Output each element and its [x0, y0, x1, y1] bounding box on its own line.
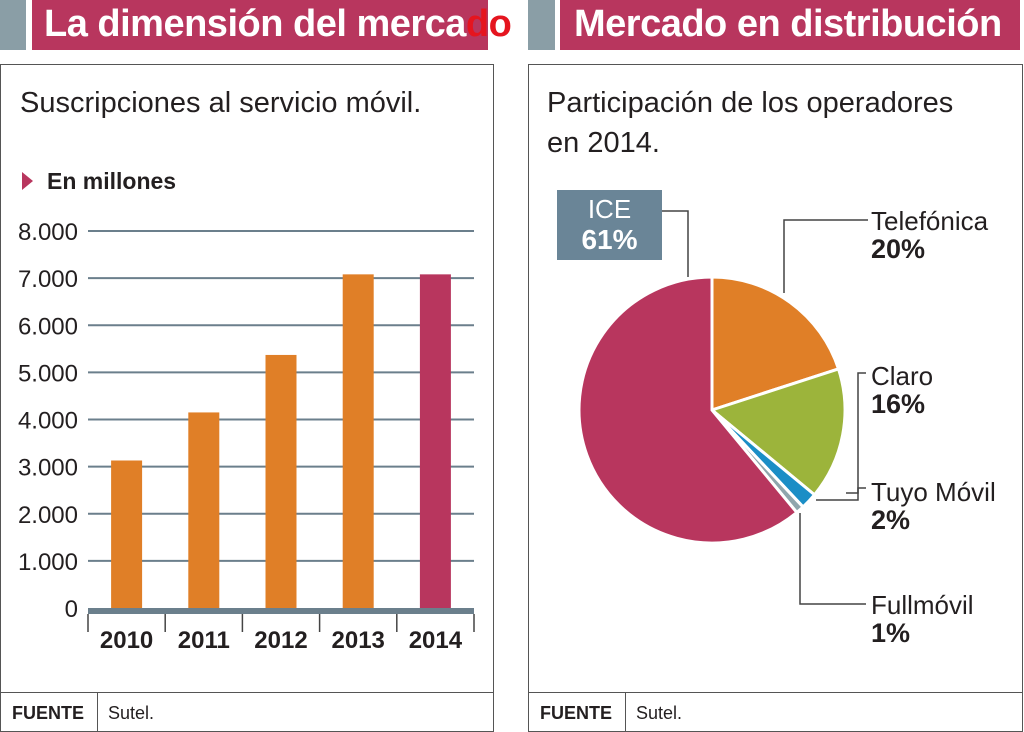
bar-2014: [419, 274, 451, 608]
left-title: La dimensión del merca: [44, 3, 466, 45]
right-footer-source: Sutel.: [636, 703, 683, 723]
unit-label: En millones: [47, 168, 177, 194]
right-subtitle-line2: en 2014.: [547, 127, 660, 159]
right-title: Mercado en distribución: [574, 3, 1002, 45]
pie-slice-telef-nica: [710, 275, 841, 413]
y-tick-label: 0: [65, 596, 78, 623]
left-title-bar: La dimensión del mercado: [32, 0, 512, 50]
x-axis-baseline: [88, 608, 474, 614]
left-footer-label: FUENTE: [12, 703, 84, 723]
left-footer-divider: [0, 692, 494, 693]
y-tick-label: 7.000: [18, 266, 78, 293]
leader-line-claro: [846, 372, 866, 494]
unit-marker-icon: [22, 172, 33, 190]
bar-2010: [111, 460, 143, 608]
y-tick-label: 5.000: [18, 360, 78, 387]
pie-slice-ice: [577, 275, 799, 545]
y-tick-label: 3.000: [18, 455, 78, 482]
right-title-bar: Mercado en distribución: [560, 0, 1020, 50]
x-tick-label: 2014: [409, 627, 463, 654]
pie-label-telefonica-name: Telefónica: [871, 206, 989, 236]
pie-label-ice-pct: 61%: [581, 224, 638, 255]
right-subtitle-line1: Participación de los operadores: [547, 87, 954, 119]
right-footer-separator: [625, 692, 626, 732]
pie-slice-claro: [708, 367, 847, 497]
y-tick-label: 4.000: [18, 408, 78, 435]
pie-chart: [577, 210, 868, 605]
header-accent-left: [0, 0, 26, 50]
pie-label-ice-name: ICE: [587, 194, 632, 224]
right-footer-label: FUENTE: [540, 703, 612, 723]
x-tick-label: 2010: [100, 627, 153, 654]
bar-2012: [265, 354, 297, 608]
bar-chart: 0 1.000 2.000 3.000 4.000 5.000 6.000 7.000 8.00…: [18, 219, 475, 654]
pie-label-claro-pct: 16%: [871, 389, 926, 419]
pie-label-tuyo-movil: Tuyo Móvil 2%: [871, 478, 996, 534]
leader-line-fullmovil: [799, 513, 866, 605]
pie-label-fullmovil: Fullmóvil 1%: [871, 591, 974, 647]
pie-label-tuyo-movil-name: Tuyo Móvil: [871, 477, 996, 507]
pie-label-telefonica-pct: 20%: [871, 234, 926, 264]
y-tick-label: 6.000: [18, 313, 78, 340]
right-footer-divider: [528, 692, 1023, 693]
left-subtitle: Suscripciones al servicio móvil.: [20, 87, 422, 119]
pie-label-claro-name: Claro: [871, 361, 934, 391]
bar-2011: [188, 412, 220, 608]
pie-label-claro: Claro 16%: [871, 362, 933, 418]
y-tick-label: 1.000: [18, 549, 78, 576]
y-tick-label: 2.000: [18, 502, 78, 529]
bar-2013: [342, 274, 374, 608]
leader-line-tuyo-movil: [816, 487, 866, 501]
pie-label-tuyo-movil-pct: 2%: [871, 505, 911, 535]
pie-label-telefonica: Telefónica 20%: [871, 207, 988, 263]
left-footer-separator: [97, 692, 98, 732]
y-tick-label: 8.000: [18, 219, 78, 246]
pie-label-fullmovil-pct: 1%: [871, 618, 911, 648]
left-footer-source: Sutel.: [108, 703, 155, 723]
pie-label-fullmovil-name: Fullmóvil: [871, 590, 974, 620]
leader-line-telefonica: [783, 219, 868, 293]
header-accent-right: [528, 0, 555, 50]
pie-label-ice: ICE 61%: [557, 190, 662, 260]
left-panel: [0, 64, 494, 732]
x-tick-label: 2012: [254, 627, 307, 654]
leader-line-ice: [662, 210, 689, 277]
x-tick-label: 2013: [332, 627, 385, 654]
left-title-overflow: do: [465, 3, 512, 45]
x-tick-label: 2011: [178, 627, 230, 654]
